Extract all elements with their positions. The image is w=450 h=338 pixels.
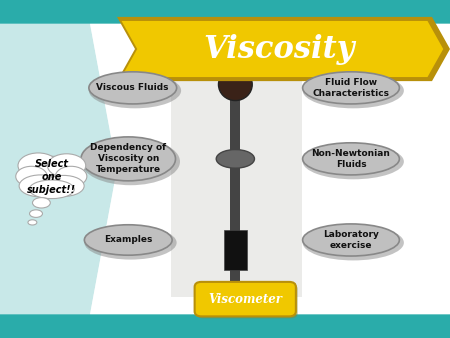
Polygon shape bbox=[0, 0, 450, 24]
Ellipse shape bbox=[30, 210, 42, 217]
Ellipse shape bbox=[81, 138, 180, 185]
Text: Select
one
subject!!: Select one subject!! bbox=[27, 159, 76, 195]
Ellipse shape bbox=[89, 73, 181, 108]
Text: Viscous Fluids: Viscous Fluids bbox=[96, 83, 169, 92]
Polygon shape bbox=[122, 21, 443, 77]
Ellipse shape bbox=[85, 226, 176, 260]
Text: Viscometer: Viscometer bbox=[208, 293, 282, 306]
Polygon shape bbox=[0, 314, 450, 338]
Ellipse shape bbox=[89, 72, 176, 104]
Ellipse shape bbox=[85, 225, 172, 255]
Ellipse shape bbox=[302, 143, 400, 175]
Ellipse shape bbox=[47, 154, 86, 177]
Ellipse shape bbox=[216, 149, 255, 168]
Ellipse shape bbox=[55, 166, 87, 187]
Ellipse shape bbox=[18, 153, 58, 178]
Ellipse shape bbox=[16, 166, 47, 187]
Text: Dependency of
Viscosity on
Temperature: Dependency of Viscosity on Temperature bbox=[90, 143, 166, 174]
FancyBboxPatch shape bbox=[194, 282, 296, 316]
Text: Laboratory
exercise: Laboratory exercise bbox=[323, 230, 379, 250]
Ellipse shape bbox=[25, 156, 79, 189]
Polygon shape bbox=[0, 24, 117, 314]
Ellipse shape bbox=[302, 224, 400, 256]
Polygon shape bbox=[117, 17, 450, 81]
Text: Examples: Examples bbox=[104, 236, 153, 244]
Text: Fluid Flow
Characteristics: Fluid Flow Characteristics bbox=[312, 78, 390, 98]
Ellipse shape bbox=[19, 175, 62, 197]
FancyBboxPatch shape bbox=[196, 284, 298, 318]
Ellipse shape bbox=[302, 144, 404, 179]
Ellipse shape bbox=[29, 180, 74, 198]
Ellipse shape bbox=[44, 175, 84, 196]
Ellipse shape bbox=[32, 198, 50, 208]
Polygon shape bbox=[90, 24, 450, 314]
Ellipse shape bbox=[302, 72, 400, 104]
Ellipse shape bbox=[81, 137, 176, 181]
Ellipse shape bbox=[219, 68, 252, 101]
Text: Viscosity: Viscosity bbox=[203, 33, 355, 65]
Ellipse shape bbox=[302, 225, 404, 261]
Polygon shape bbox=[171, 51, 302, 297]
Bar bbox=[224, 230, 247, 270]
Text: Non-Newtonian
Fluids: Non-Newtonian Fluids bbox=[311, 149, 391, 169]
Ellipse shape bbox=[28, 220, 37, 225]
Ellipse shape bbox=[302, 73, 404, 108]
Bar bbox=[230, 91, 240, 281]
